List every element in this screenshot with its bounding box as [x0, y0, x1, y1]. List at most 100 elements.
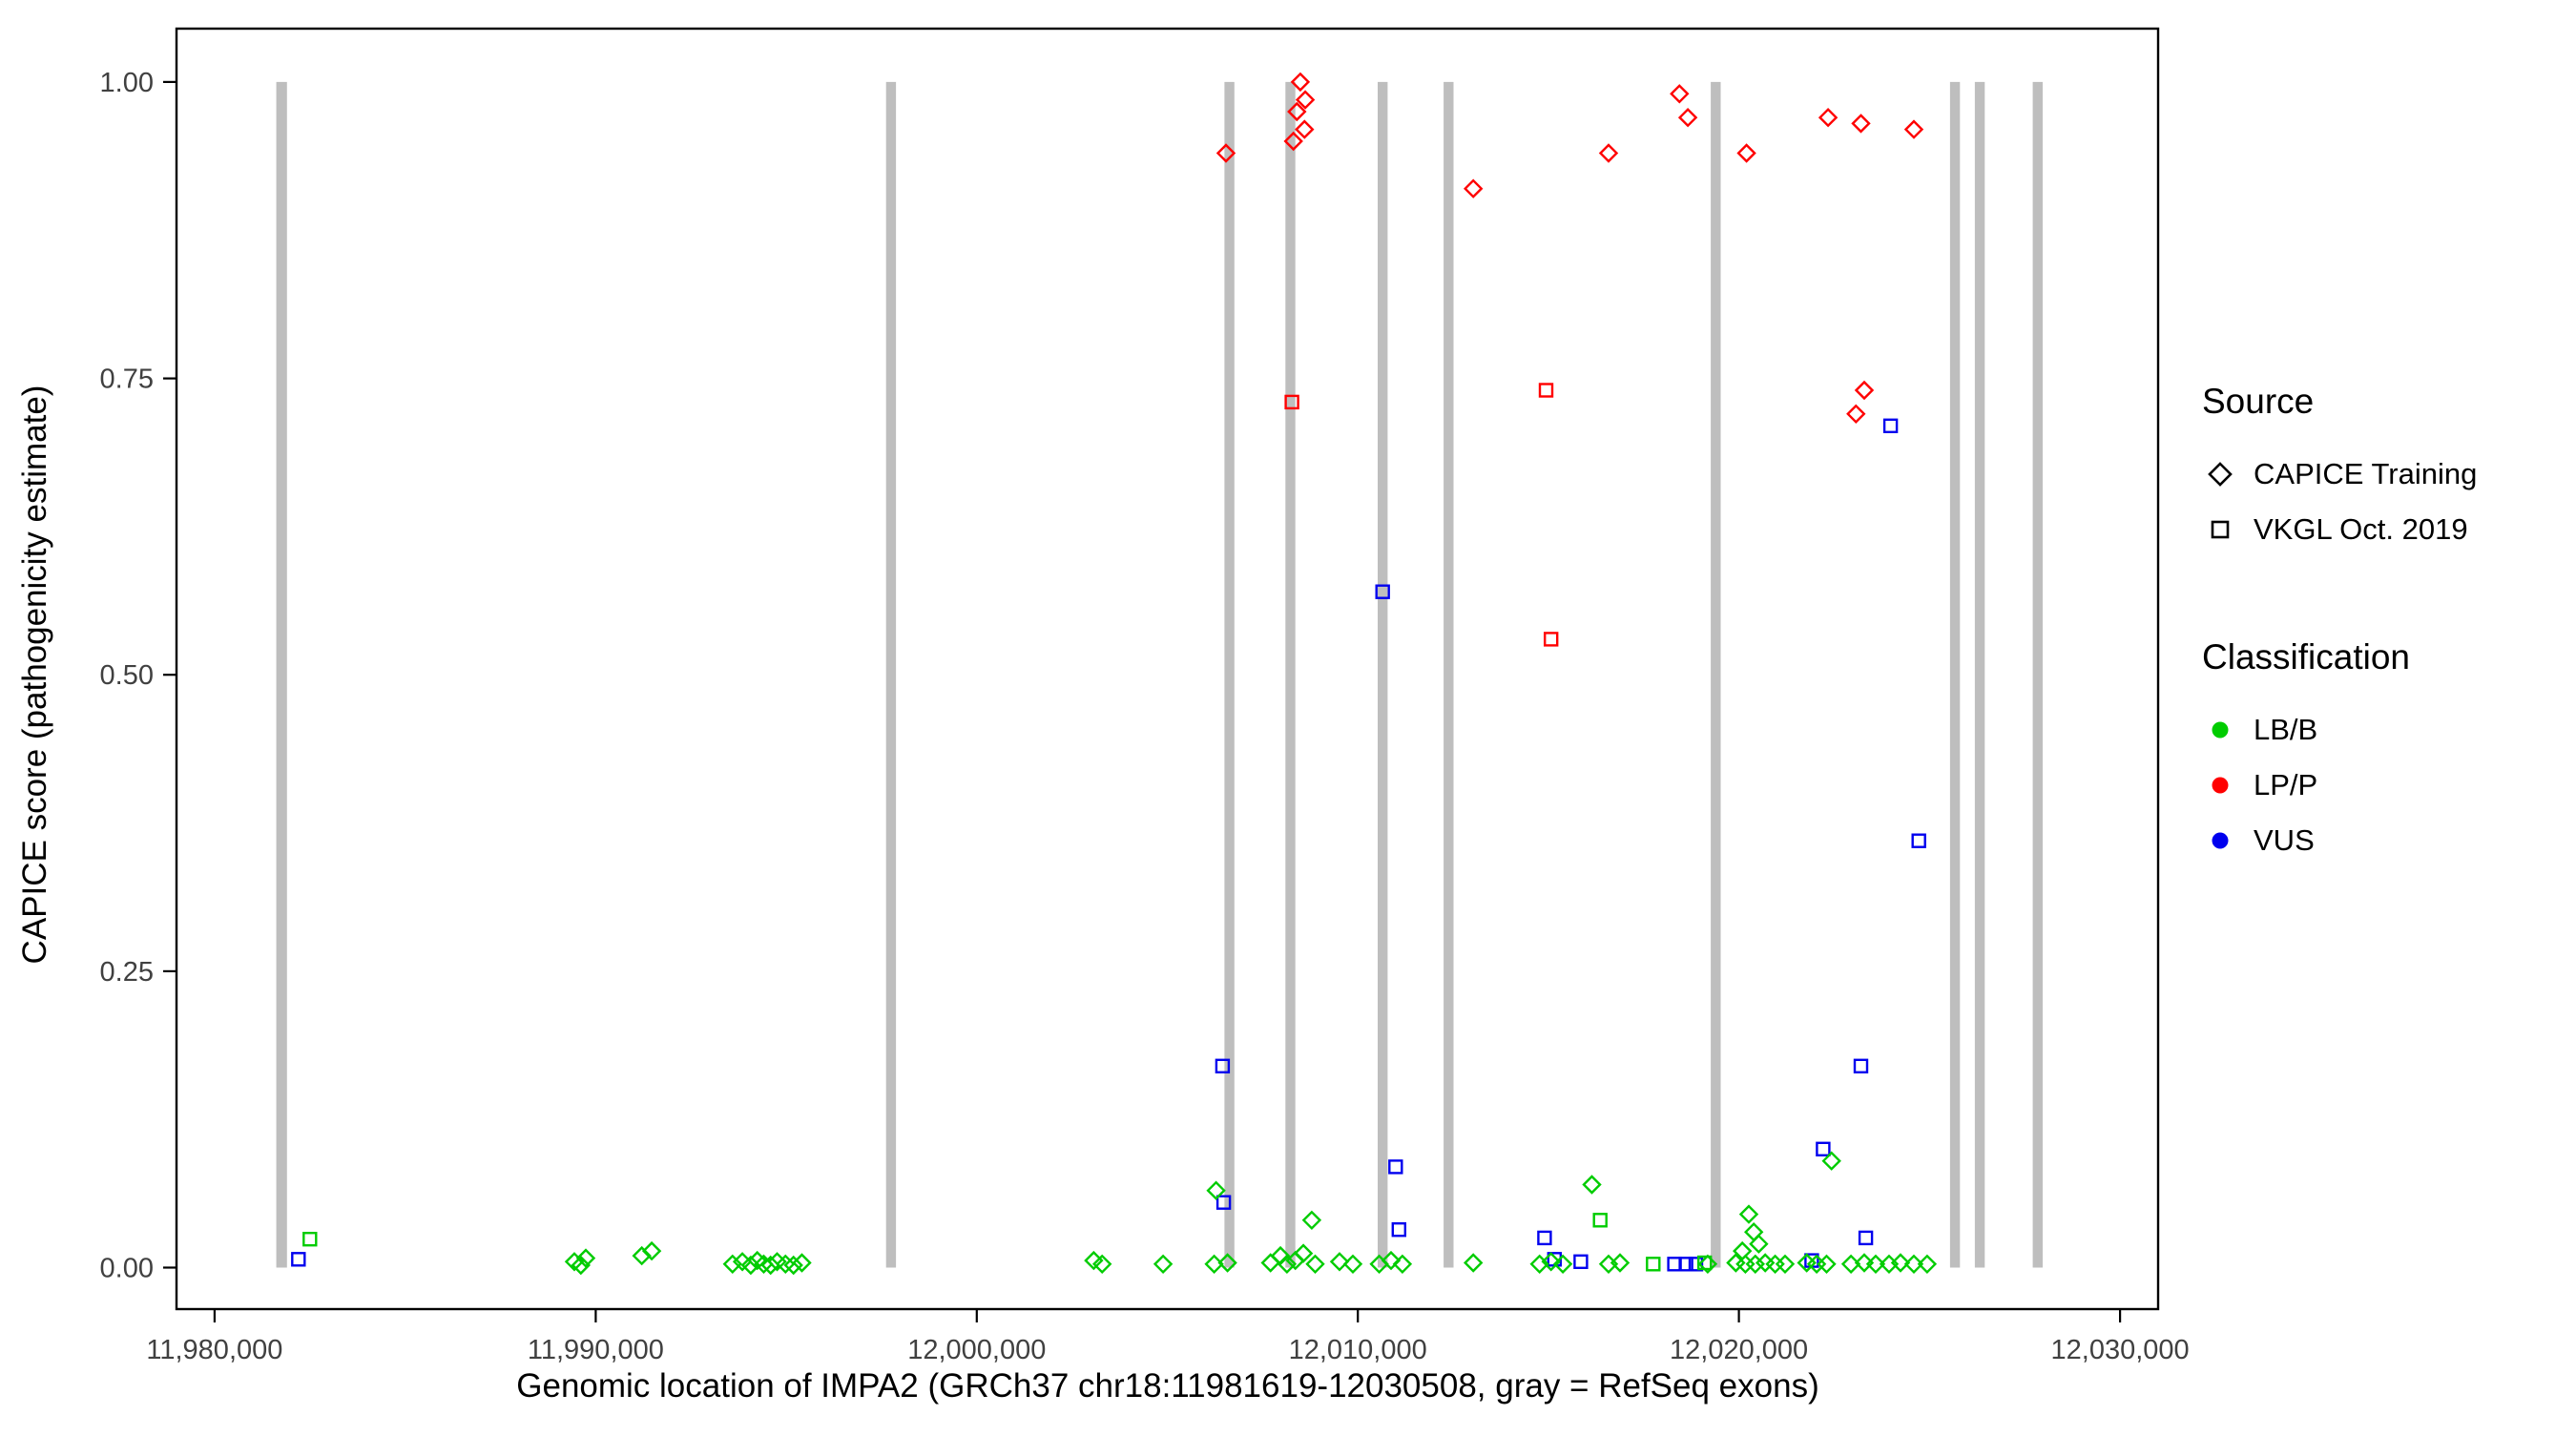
point-square	[1816, 1141, 1831, 1157]
lpp-dot	[2212, 777, 2229, 794]
x-axis-title: Genomic location of IMPA2 (GRCh37 chr18:…	[516, 1367, 1818, 1405]
point-diamond	[1582, 1175, 1602, 1195]
refseq-exon-bar	[1285, 81, 1296, 1268]
point-diamond	[1890, 1253, 1911, 1273]
legend-item-label: VUS	[2254, 823, 2315, 857]
point-diamond	[1392, 1254, 1413, 1274]
refseq-exon-bar	[2032, 81, 2043, 1268]
refseq-exon-bar	[1378, 81, 1388, 1268]
point-diamond	[1287, 101, 1307, 122]
point-square	[1853, 1058, 1869, 1074]
point-diamond	[1529, 1254, 1549, 1274]
point-diamond	[1917, 1254, 1938, 1274]
point-diamond	[1277, 1254, 1298, 1274]
point-square	[1858, 1230, 1874, 1246]
legend-source: Source CAPICE Training VKGL Oct. 2019	[2202, 382, 2576, 557]
chart-layer: 11,980,000 11,990,000 12,000,000 12,010,000…	[100, 27, 2190, 1365]
point-square	[1573, 1254, 1589, 1270]
point-diamond	[1854, 1253, 1875, 1273]
diamond-glyph	[2208, 462, 2233, 487]
point-diamond	[1677, 108, 1698, 128]
point-diamond	[1329, 1252, 1350, 1272]
point-diamond	[1903, 1254, 1924, 1274]
point-diamond	[1464, 1253, 1484, 1273]
point-square	[1646, 1257, 1661, 1272]
point-diamond	[571, 1255, 591, 1276]
point-square	[1678, 1257, 1693, 1272]
y-axis-title: CAPICE score (pathogenicity estimate)	[16, 385, 53, 965]
square-glyph	[2211, 520, 2230, 539]
x-tick-label: 11,990,000	[528, 1335, 664, 1365]
point-diamond	[1217, 1253, 1237, 1273]
y-tick-label: 0.75	[100, 364, 154, 395]
legend-gap	[2202, 557, 2576, 637]
point-diamond	[1153, 1254, 1174, 1274]
legend-classification: Classification LB/B LP/P VUS	[2202, 637, 2576, 868]
point-diamond	[1903, 119, 1924, 139]
point-diamond	[1260, 1253, 1280, 1273]
lbb-dot-icon	[2212, 721, 2229, 739]
point-diamond	[1745, 1254, 1765, 1274]
point-square	[1688, 1257, 1704, 1272]
point-diamond	[1854, 380, 1875, 401]
diamond-icon	[2208, 462, 2233, 487]
point-diamond	[1846, 404, 1866, 424]
point-diamond	[760, 1255, 780, 1276]
point-diamond	[1736, 143, 1756, 163]
point-square	[1215, 1195, 1232, 1210]
legend-item-vus: VUS	[2202, 813, 2576, 868]
point-square	[1537, 1230, 1552, 1246]
y-tick-label: 1.00	[100, 68, 154, 98]
x-tick-label: 12,030,000	[2051, 1335, 2190, 1365]
point-square	[302, 1231, 318, 1247]
legend-item-label: VKGL Oct. 2019	[2254, 512, 2468, 546]
point-diamond	[641, 1240, 662, 1261]
legend-item-vkgl: VKGL Oct. 2019	[2202, 502, 2576, 557]
panel-border	[175, 27, 2160, 1311]
legend: Source CAPICE Training VKGL Oct. 2019 Cl…	[2202, 382, 2576, 868]
point-diamond	[1552, 1254, 1573, 1274]
point-diamond	[1305, 1254, 1325, 1274]
y-tick-label: 0.50	[100, 660, 154, 691]
point-diamond	[1283, 131, 1303, 152]
point-diamond	[1084, 1250, 1104, 1271]
point-diamond	[1541, 1252, 1561, 1272]
point-diamond	[1290, 72, 1311, 93]
point-diamond	[1749, 1234, 1769, 1254]
point-diamond	[1381, 1250, 1402, 1271]
refseq-exon-bar	[1949, 81, 1961, 1268]
point-square	[1284, 394, 1299, 410]
legend-item-label: LB/B	[2254, 713, 2318, 746]
x-tick-label: 12,000,000	[907, 1335, 1046, 1365]
vus-dot	[2212, 832, 2229, 849]
lbb-dot	[2212, 721, 2229, 739]
legend-item-lbb: LB/B	[2202, 702, 2576, 758]
point-diamond	[1206, 1180, 1226, 1200]
x-tick-label: 12,010,000	[1289, 1335, 1427, 1365]
point-diamond	[1092, 1254, 1112, 1274]
point-diamond	[1697, 1254, 1718, 1274]
point-diamond	[776, 1254, 796, 1274]
point-square	[1592, 1213, 1608, 1228]
point-diamond	[1738, 1204, 1759, 1224]
point-diamond	[1610, 1253, 1631, 1273]
refseq-exon-bar	[885, 81, 897, 1268]
point-square	[1375, 584, 1390, 599]
point-diamond	[1670, 84, 1690, 104]
legend-item-lpp: LP/P	[2202, 758, 2576, 813]
point-diamond	[1851, 114, 1871, 134]
legend-classification-title: Classification	[2202, 637, 2410, 676]
square-icon	[2211, 520, 2230, 539]
refseq-exon-bar	[276, 81, 287, 1268]
y-tick-label: 0.25	[100, 957, 154, 988]
refseq-exon-bar	[1224, 81, 1235, 1268]
point-diamond	[1775, 1254, 1796, 1274]
point-diamond	[1293, 1243, 1314, 1263]
point-square	[1911, 833, 1926, 848]
point-square	[1391, 1221, 1407, 1238]
point-diamond	[1215, 143, 1236, 163]
legend-item-label: LP/P	[2254, 768, 2318, 801]
refseq-exon-bar	[1444, 81, 1454, 1268]
